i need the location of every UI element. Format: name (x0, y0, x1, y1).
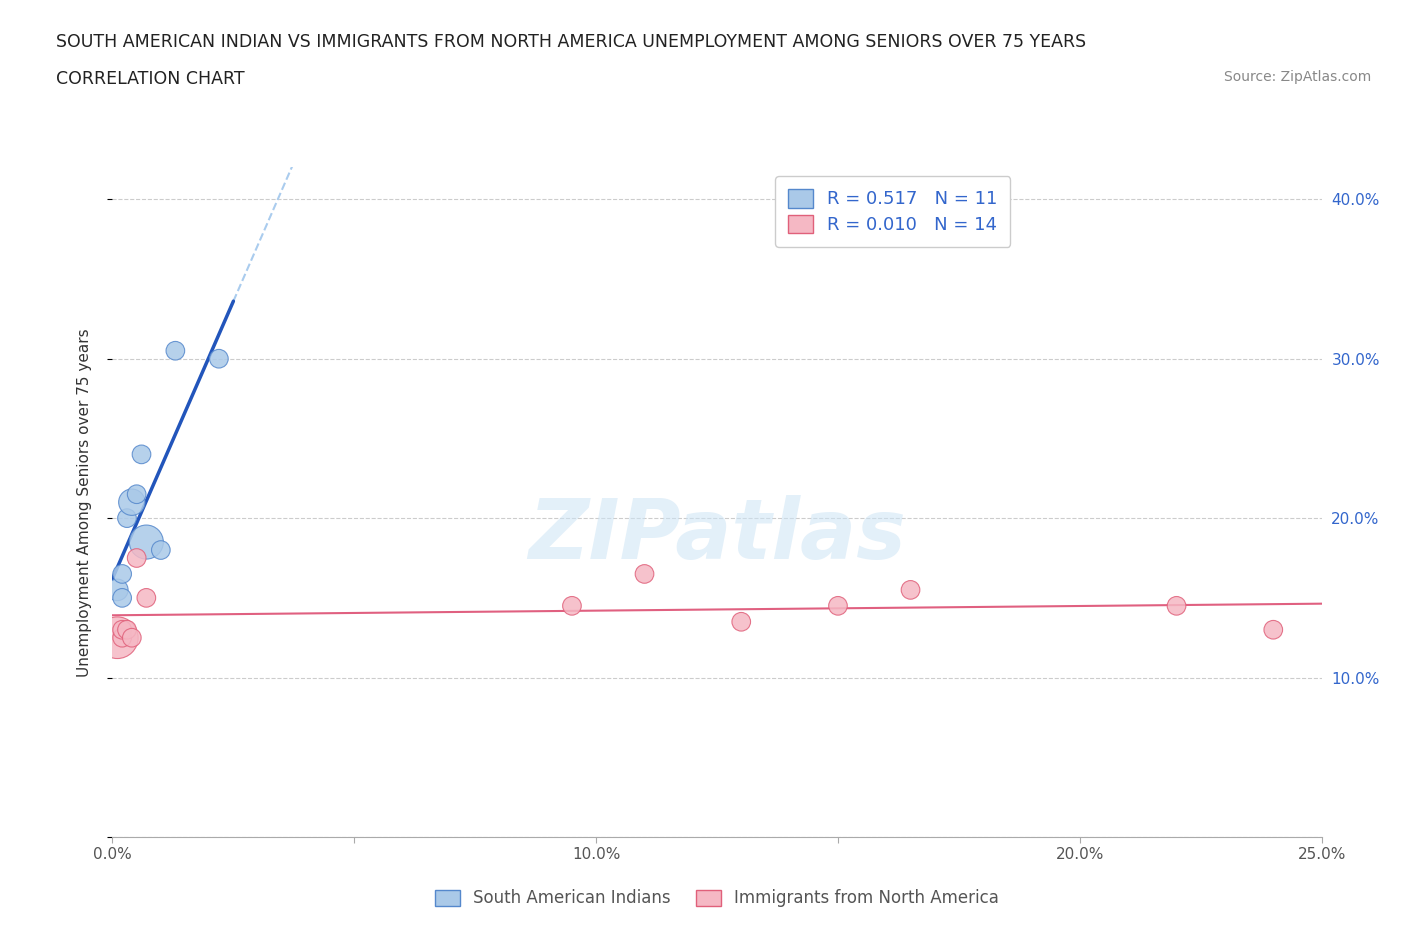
Point (131, 447, 153, 462)
Point (111, 566, 134, 581)
Point (111, 622, 134, 637)
Point (730, 615, 752, 630)
Point (105, 631, 128, 645)
Point (633, 566, 655, 581)
Legend: South American Indians, Immigrants from North America: South American Indians, Immigrants from … (426, 881, 1008, 916)
Point (115, 511, 138, 525)
Point (165, 343, 187, 358)
Text: CORRELATION CHART: CORRELATION CHART (56, 70, 245, 87)
Point (111, 631, 134, 645)
Point (121, 631, 143, 645)
Y-axis label: Unemployment Among Seniors over 75 years: Unemployment Among Seniors over 75 years (77, 328, 91, 676)
Point (1166, 598, 1188, 613)
Point (121, 495, 143, 510)
Point (827, 598, 849, 613)
Point (125, 551, 148, 565)
Point (105, 582, 128, 597)
Point (125, 486, 148, 501)
Point (135, 535, 157, 550)
Text: Source: ZipAtlas.com: Source: ZipAtlas.com (1223, 70, 1371, 84)
Text: ZIPatlas: ZIPatlas (529, 495, 905, 577)
Point (900, 582, 922, 597)
Point (115, 622, 138, 637)
Point (135, 591, 157, 605)
Point (149, 542, 172, 557)
Point (208, 352, 231, 366)
Point (111, 591, 134, 605)
Point (561, 598, 583, 613)
Text: SOUTH AMERICAN INDIAN VS IMMIGRANTS FROM NORTH AMERICA UNEMPLOYMENT AMONG SENIOR: SOUTH AMERICAN INDIAN VS IMMIGRANTS FROM… (56, 33, 1087, 50)
Point (1263, 622, 1285, 637)
